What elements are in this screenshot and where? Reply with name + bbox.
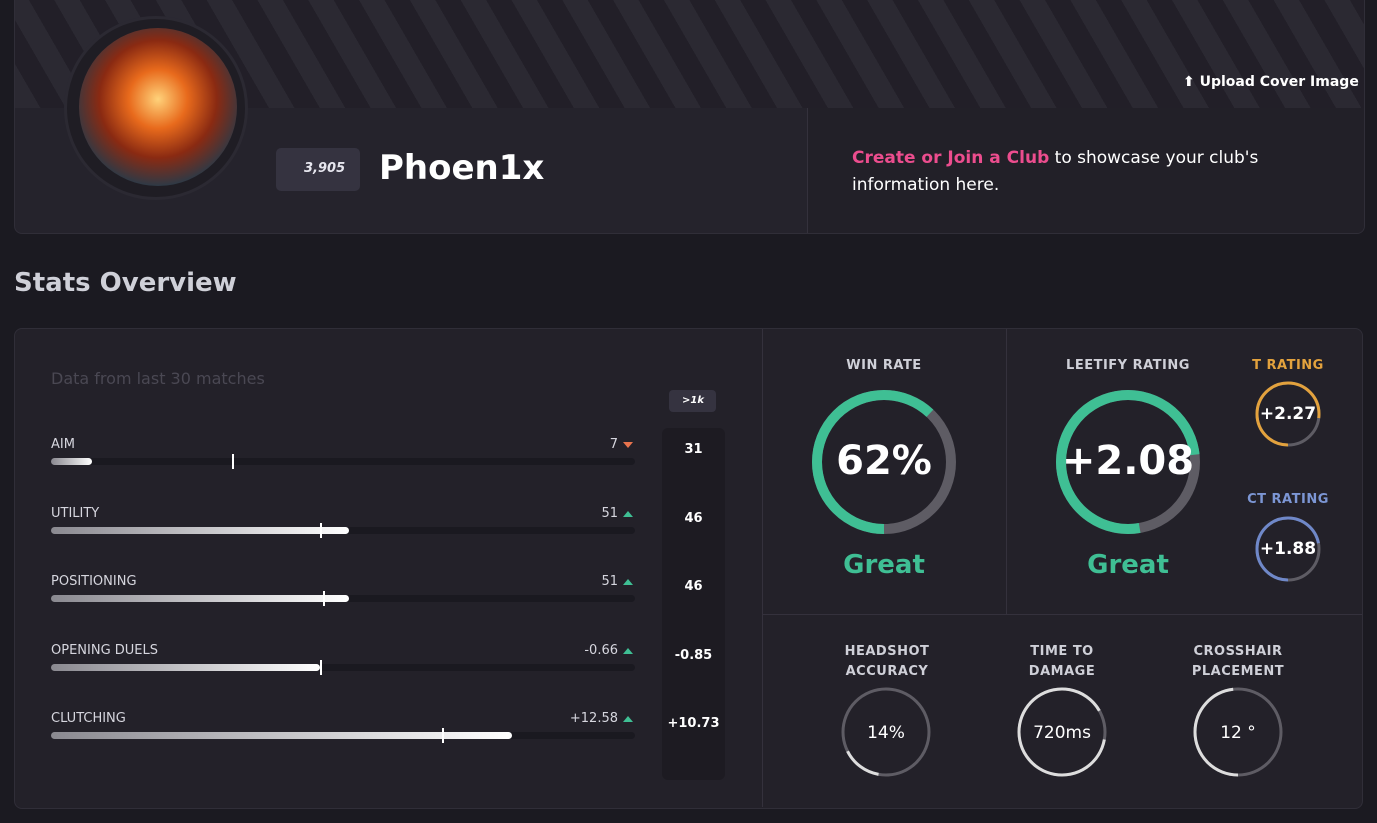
row-value: +12.58 [569,711,618,726]
bar-marker [319,659,322,675]
avatar-image [79,28,237,186]
player-name: Phoen1x [379,148,545,188]
label-line: ACCURACY [845,664,929,679]
rating-verdict: Great [1087,550,1169,580]
rating-value: +2.08 [1061,438,1195,484]
profile-card [14,0,1365,234]
section-title: Stats Overview [14,268,237,298]
label-line: HEADSHOT [844,644,930,659]
row-label: OPENING DUELS [51,642,159,658]
bar-track [51,663,635,671]
headshot-value: 14% [867,723,905,743]
subtitle: Data from last 30 matches [51,369,265,388]
ct-rating-label: CT RATING [1247,492,1329,507]
club-link[interactable]: Create or Join a Club [852,148,1050,168]
club-text: Create or Join a Club to showcase your c… [852,145,1292,199]
ring-fill [1056,390,1200,534]
upload-label[interactable]: Upload Cover Image [1199,74,1359,90]
divider [763,614,1362,615]
compare-value: +10.73 [667,716,720,731]
row-label: AIM [51,437,75,452]
label-line: PLACEMENT [1191,664,1285,679]
bar-marker [322,591,325,606]
row-value: 7 [609,437,618,452]
rank-badge-text: >1k [682,395,704,406]
divider [762,329,763,807]
ring-fill [812,390,956,534]
ring-fill [1255,516,1321,582]
bar-fill [51,732,513,739]
bar-fill [51,526,349,534]
ring-track [841,687,931,777]
elo-badge [276,148,360,191]
row-value: 51 [601,505,618,521]
bar-track [51,458,635,465]
label-line: CROSSHAIR [1193,644,1283,659]
compare-column [662,428,725,780]
trend-arrow [623,647,633,654]
ring-fill [841,687,931,777]
headshot-label: HEADSHOT ACCURACY [845,642,930,682]
ring-fill [1017,687,1107,777]
win-rate-label: WIN RATE [846,358,922,373]
rank-badge [669,390,716,412]
compare-value: 31 [684,442,703,457]
row-label: CLUTCHING [51,711,126,726]
trend-arrow [623,442,633,448]
bar-marker [442,728,445,743]
ct-rating-value: +1.88 [1259,539,1317,559]
label-line: DAMAGE [1028,664,1096,679]
win-rate-value: 62% [836,438,932,484]
elo-value: 3,905 [304,161,346,176]
rating-label: LEETIFY RATING [1066,358,1190,373]
bar-fill [51,663,320,671]
trend-arrow [623,510,633,517]
row-label: POSITIONING [51,574,137,589]
compare-value: 46 [684,510,703,526]
ring-fill [1193,687,1283,777]
row-value: -0.66 [584,642,618,658]
crosshair-value: 12 ° [1220,723,1256,743]
row-label: UTILITY [51,505,100,521]
bar-fill [51,458,92,465]
ttd-value: 720ms [1033,723,1091,743]
divider [1006,329,1007,614]
ring-fill [1255,381,1321,447]
t-rating-value: +2.27 [1259,404,1317,424]
win-rate-verdict: Great [843,550,925,580]
t-rating-label: T RATING [1252,358,1324,373]
club-info: to showcase your club's information here… [852,148,1259,195]
compare-value: -0.85 [674,647,713,663]
club-panel [807,108,1364,233]
bar-fill [51,595,349,602]
bar-marker [319,522,322,538]
trend-arrow [623,579,633,585]
bar-marker [232,454,235,469]
compare-value: 46 [684,579,703,594]
trend-arrow [623,716,633,722]
ttd-label: TIME TO DAMAGE [1029,642,1095,682]
row-value: 51 [601,574,618,589]
crosshair-label: CROSSHAIR PLACEMENT [1192,642,1284,682]
upload-button[interactable]: ⬆ Upload Cover Image [1183,74,1359,90]
label-line: TIME TO [1030,644,1094,659]
